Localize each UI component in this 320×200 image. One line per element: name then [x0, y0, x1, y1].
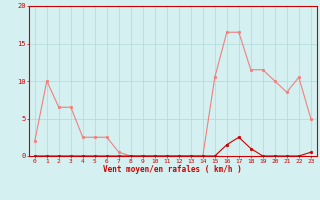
X-axis label: Vent moyen/en rafales ( km/h ): Vent moyen/en rafales ( km/h ): [103, 165, 242, 174]
